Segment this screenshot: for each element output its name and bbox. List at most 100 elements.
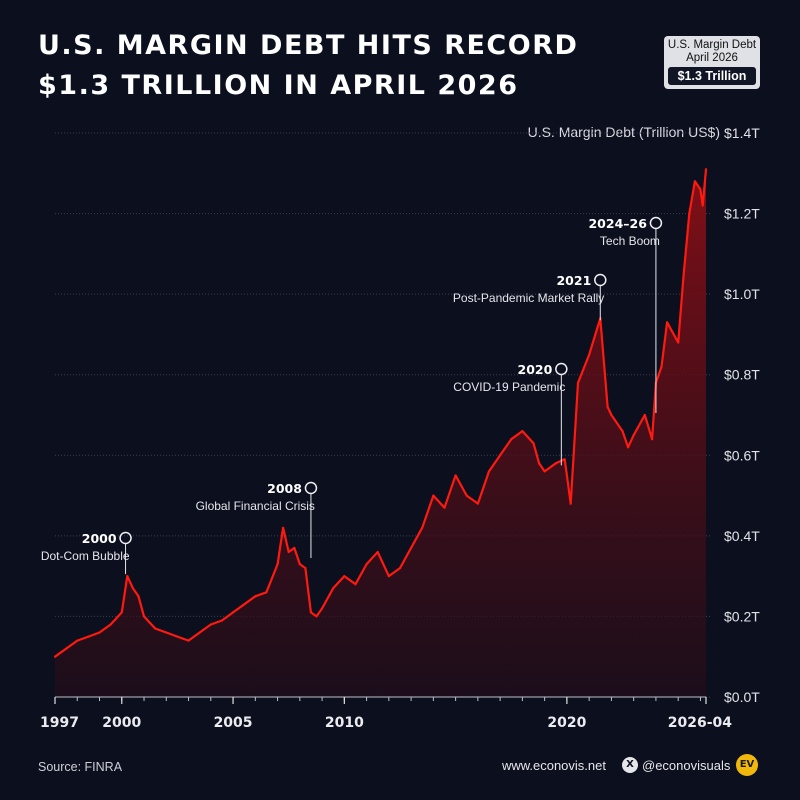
data-point	[554, 462, 557, 465]
data-point	[432, 494, 435, 497]
data-point	[699, 188, 702, 191]
annotation-label: Global Financial Crisis	[196, 499, 315, 513]
data-point	[354, 583, 357, 586]
x-tick-label: 1997	[40, 715, 79, 731]
data-point	[627, 446, 630, 449]
x-twitter-icon: X	[622, 757, 638, 773]
data-point	[209, 623, 212, 626]
data-point	[454, 474, 457, 477]
badge-date: April 2026	[686, 52, 738, 64]
data-point	[693, 180, 696, 183]
annotation-year: 2024–26	[588, 216, 647, 231]
data-point	[532, 442, 535, 445]
annotation-marker	[119, 531, 132, 545]
data-point	[465, 494, 468, 497]
data-point	[665, 321, 669, 324]
data-point	[632, 434, 635, 437]
data-point	[682, 272, 685, 276]
y-tick-label: $1.0T	[724, 286, 760, 302]
data-point	[320, 607, 324, 610]
data-point	[109, 623, 112, 626]
data-point	[576, 381, 580, 384]
data-point	[476, 502, 479, 505]
annotation-marker	[649, 216, 663, 230]
data-point	[254, 595, 257, 598]
data-point	[651, 438, 654, 441]
page-title-line2: $1.3 TRILLION IN APRIL 2026	[38, 70, 519, 101]
badge-value: $1.3 Trillion	[668, 67, 756, 85]
data-point	[276, 562, 279, 566]
data-point	[142, 615, 146, 618]
y-tick-label: $1.2T	[724, 206, 760, 222]
annotation-marker	[555, 362, 568, 376]
data-point	[315, 615, 318, 618]
data-point	[137, 595, 140, 598]
data-point	[387, 575, 390, 578]
data-point	[588, 353, 591, 356]
annotation-year: 2008	[267, 481, 302, 496]
data-point	[87, 635, 90, 638]
x-tick-label: 2026-04	[668, 715, 733, 731]
data-point	[487, 470, 491, 473]
annotation-label: Post-Pandemic Market Rally	[453, 291, 604, 305]
y-tick-label: $0.6T	[724, 447, 760, 463]
data-point	[610, 413, 613, 417]
social-handle[interactable]: @econovisuals	[642, 758, 731, 773]
data-point	[701, 204, 704, 207]
area-fill	[55, 169, 706, 698]
annotation-label: Dot-Com Bubble	[41, 549, 130, 563]
annotation-label: COVID-19 Pandemic	[453, 380, 565, 394]
annotation-label: Tech Boom	[600, 234, 660, 248]
data-point	[165, 631, 168, 634]
annotation-marker	[304, 481, 318, 495]
data-point	[304, 566, 307, 570]
data-point	[298, 562, 301, 566]
data-point	[265, 591, 268, 594]
data-point	[120, 611, 123, 614]
data-point	[606, 405, 609, 409]
data-point	[688, 212, 691, 215]
record-badge: U.S. Margin Debt April 2026 $1.3 Trillio…	[664, 36, 760, 89]
data-point	[231, 611, 235, 614]
data-point	[76, 639, 79, 642]
data-point	[332, 587, 335, 590]
data-point	[537, 462, 541, 465]
econovis-logo: EV	[736, 754, 758, 776]
y-tick-label: $0.0T	[724, 689, 760, 705]
data-point	[154, 627, 157, 630]
data-point	[131, 587, 134, 590]
data-point	[421, 526, 424, 529]
data-point	[176, 635, 179, 638]
y-tick-label: $0.4T	[724, 528, 760, 544]
data-point	[187, 639, 190, 642]
data-point	[677, 341, 680, 344]
data-point	[198, 631, 201, 634]
data-point	[643, 413, 646, 417]
data-point	[563, 458, 566, 461]
x-tick-label: 2005	[214, 715, 253, 731]
annotation-year: 2000	[82, 531, 117, 546]
data-point	[220, 619, 224, 622]
data-point	[443, 506, 446, 509]
data-point	[704, 168, 708, 171]
x-tick-label: 2010	[325, 715, 364, 731]
data-point	[126, 575, 129, 578]
data-point	[53, 655, 57, 658]
y-axis-title: U.S. Margin Debt (Trillion US$)	[527, 124, 720, 140]
y-tick-label: $0.2T	[724, 608, 760, 624]
website-link[interactable]: www.econovis.net	[501, 758, 606, 773]
source-note: Source: FINRA	[38, 760, 123, 774]
data-point	[287, 550, 290, 554]
page-title-line1: U.S. MARGIN DEBT HITS RECORD	[38, 30, 579, 61]
data-point	[410, 546, 413, 550]
data-point	[309, 611, 313, 614]
data-point	[293, 546, 296, 550]
data-point	[543, 470, 546, 473]
annotation-year: 2021	[556, 273, 591, 288]
data-point	[65, 647, 68, 650]
annotation-year: 2020	[518, 362, 553, 377]
data-point	[660, 365, 663, 368]
x-tick-label: 2000	[102, 715, 141, 731]
y-tick-label: $1.4T	[724, 125, 760, 141]
